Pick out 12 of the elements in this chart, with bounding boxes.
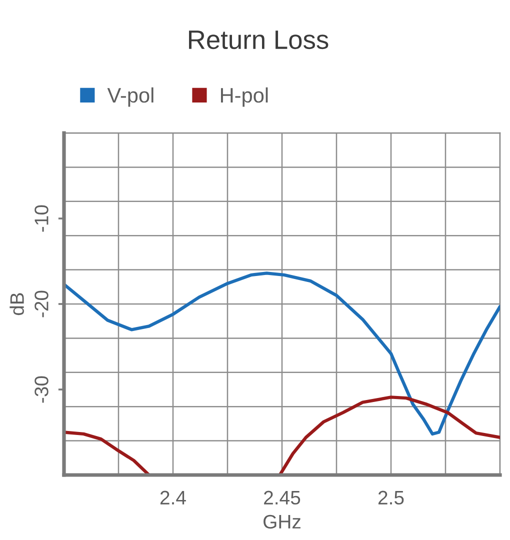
- x-tick-label: 2.45: [264, 490, 300, 505]
- x-tick-label: 2.5: [378, 490, 404, 505]
- y-tick-label: -20: [34, 290, 48, 318]
- line-series: [64, 272, 500, 436]
- y-tick-label: -10: [34, 205, 48, 232]
- legend-label: H-pol: [220, 87, 268, 107]
- y-tick-label: -30: [34, 376, 48, 403]
- x-axis-title: GHz: [264, 514, 300, 529]
- y-axis-title: dB: [10, 293, 24, 316]
- legend-label: V-pol: [107, 87, 154, 107]
- x-tick-label: 2.4: [160, 490, 186, 504]
- chart-title: Return Loss: [189, 30, 328, 50]
